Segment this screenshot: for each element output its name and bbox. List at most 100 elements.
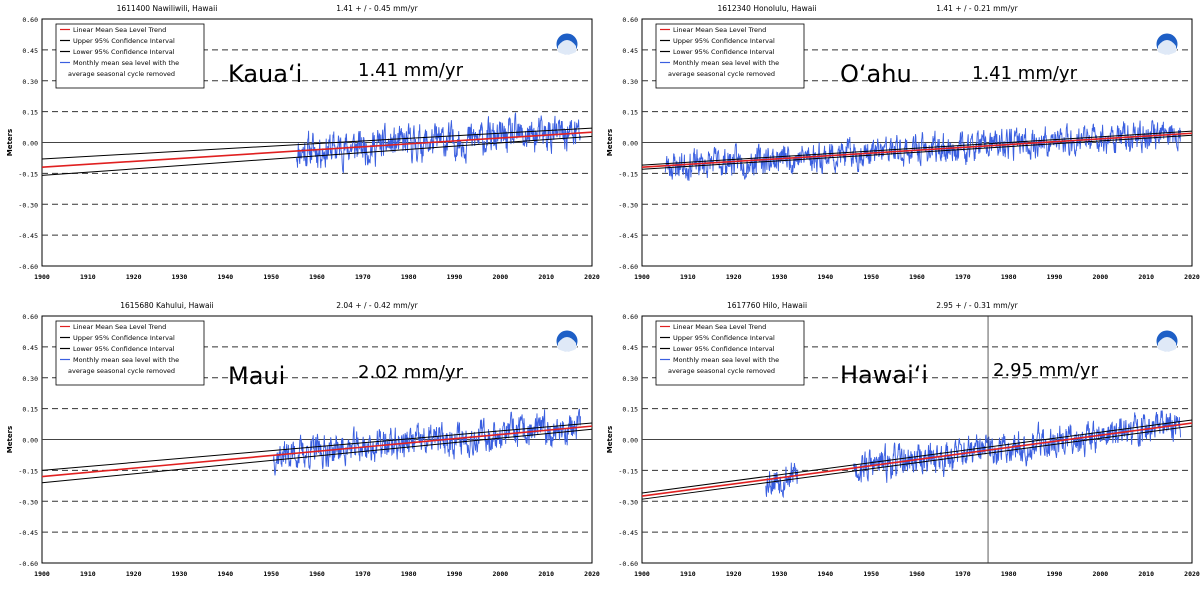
legend-label: Monthly mean sea level with the <box>73 356 179 364</box>
y-tick-label: 0.00 <box>22 140 38 148</box>
legend-label: Monthly mean sea level with the <box>73 59 179 67</box>
panel-kauai: 0.60 0.45 0.30 0.15 0.00 -0.15 -0.30 -0.45 -0.60… <box>0 0 600 297</box>
monthly-sea-level-series <box>765 410 1181 499</box>
x-tick-label: 1930 <box>172 570 188 578</box>
x-tick-label: 1910 <box>80 273 96 281</box>
x-tick-label: 1930 <box>172 273 188 281</box>
noaa-logo-bird <box>558 337 576 352</box>
x-tick-label: 2000 <box>1093 273 1109 281</box>
legend-box <box>55 320 205 386</box>
y-tick-label: -0.45 <box>18 529 38 537</box>
trend-line <box>41 425 593 478</box>
noaa-logo-icon <box>555 32 579 56</box>
legend: Linear Mean Sea Level Trend Upper 95% Con… <box>655 320 805 386</box>
x-tick-label: 2020 <box>1184 570 1200 578</box>
y-tick-label: 0.45 <box>622 47 638 55</box>
x-tick-label: 2000 <box>493 273 509 281</box>
y-tick-label: 0.45 <box>22 344 38 352</box>
legend-label: Lower 95% Confidence Interval <box>673 48 775 56</box>
y-axis-label: Meters <box>6 426 14 453</box>
x-tick-label: 1990 <box>1047 273 1063 281</box>
x-tick-label: 1940 <box>218 570 234 578</box>
upper-confidence-line <box>41 422 593 471</box>
island-name: Hawai‘i <box>840 361 928 389</box>
rate-text: 1.41 + / - 0.45 mm/yr <box>336 4 418 13</box>
x-tick-label: 1930 <box>772 570 788 578</box>
x-tick-label: 2010 <box>538 273 554 281</box>
y-tick-label: 0.15 <box>22 406 38 414</box>
noaa-logo-icon <box>555 329 579 353</box>
y-tick-label: -0.45 <box>618 529 638 537</box>
x-tick-label: 1900 <box>34 273 50 281</box>
y-tick-label: 0.30 <box>22 375 38 383</box>
noaa-logo-bird <box>1158 337 1176 352</box>
chart-title: 1617760 Hilo, Hawaii <box>727 301 807 310</box>
y-tick-label: -0.30 <box>18 201 38 209</box>
chart-title: 1615680 Kahului, Hawaii <box>120 301 214 310</box>
x-tick-label: 2010 <box>1138 273 1154 281</box>
y-tick-label: 0.30 <box>622 375 638 383</box>
x-tick-label: 2000 <box>1093 570 1109 578</box>
x-tick-label: 1920 <box>726 273 742 281</box>
x-tick-label: 1960 <box>909 570 925 578</box>
y-tick-label: 0.15 <box>622 109 638 117</box>
monthly-sea-level-series <box>273 408 581 476</box>
y-tick-label: -0.60 <box>618 263 638 271</box>
legend: Linear Mean Sea Level Trend Upper 95% Con… <box>655 23 805 89</box>
island-name: Kaua‘i <box>228 60 302 88</box>
y-tick-label: 0.60 <box>622 313 638 321</box>
legend-label: Upper 95% Confidence Interval <box>673 37 775 45</box>
y-tick-label: 0.45 <box>622 344 638 352</box>
legend-box <box>55 23 205 89</box>
upper-confidence-line <box>641 130 1193 166</box>
x-tick-label: 1910 <box>680 570 696 578</box>
chart-oahu: 0.60 0.45 0.30 0.15 0.00 -0.15 -0.30 -0.45 -0.60… <box>606 4 1200 281</box>
y-tick-label: 0.00 <box>22 437 38 445</box>
x-tick-label: 1980 <box>1001 570 1017 578</box>
x-tick-label: 1920 <box>126 273 142 281</box>
y-axis-label: Meters <box>606 426 614 453</box>
trend-line <box>641 422 1193 497</box>
monthly-sea-level-series <box>664 119 1181 181</box>
y-tick-label: -0.60 <box>18 560 38 568</box>
x-tick-label: 1970 <box>955 273 971 281</box>
x-tick-label: 1990 <box>447 273 463 281</box>
y-tick-label: 0.30 <box>622 78 638 86</box>
x-tick-label: 1950 <box>263 273 279 281</box>
x-tick-label: 2000 <box>493 570 509 578</box>
rate-text: 2.95 + / - 0.31 mm/yr <box>936 301 1018 310</box>
x-tick-label: 1950 <box>863 570 879 578</box>
x-tick-label: 1930 <box>772 273 788 281</box>
x-tick-label: 1960 <box>309 273 325 281</box>
x-tick-label: 1980 <box>401 570 417 578</box>
x-tick-label: 2020 <box>584 273 600 281</box>
y-tick-label: -0.15 <box>618 170 638 178</box>
y-tick-label: -0.30 <box>618 201 638 209</box>
noaa-logo-bird <box>1158 40 1176 55</box>
rate-text: 2.04 + / - 0.42 mm/yr <box>336 301 418 310</box>
x-tick-label: 1940 <box>818 273 834 281</box>
y-tick-label: 0.00 <box>622 140 638 148</box>
y-tick-label: -0.15 <box>18 170 38 178</box>
island-name: O‘ahu <box>840 60 912 88</box>
x-tick-label: 1910 <box>80 570 96 578</box>
legend-label: Linear Mean Sea Level Trend <box>673 323 766 331</box>
trend-line <box>641 132 1193 168</box>
x-tick-label: 1950 <box>263 570 279 578</box>
lower-confidence-line <box>641 134 1193 170</box>
y-tick-label: 0.00 <box>622 437 638 445</box>
chart-maui: 0.60 0.45 0.30 0.15 0.00 -0.15 -0.30 -0.45 -0.60… <box>6 301 600 578</box>
lower-confidence-line <box>41 428 593 484</box>
x-tick-label: 1980 <box>1001 273 1017 281</box>
y-tick-label: 0.60 <box>22 313 38 321</box>
x-tick-label: 1940 <box>218 273 234 281</box>
x-tick-label: 1970 <box>355 570 371 578</box>
legend-label: average seasonal cycle removed <box>668 367 775 375</box>
legend-label: average seasonal cycle removed <box>68 367 175 375</box>
y-tick-label: 0.15 <box>622 406 638 414</box>
y-tick-label: -0.45 <box>18 232 38 240</box>
legend-label: average seasonal cycle removed <box>68 70 175 78</box>
x-tick-label: 1900 <box>34 570 50 578</box>
overlay-rate: 1.41 mm/yr <box>358 60 464 81</box>
y-tick-label: 0.15 <box>22 109 38 117</box>
